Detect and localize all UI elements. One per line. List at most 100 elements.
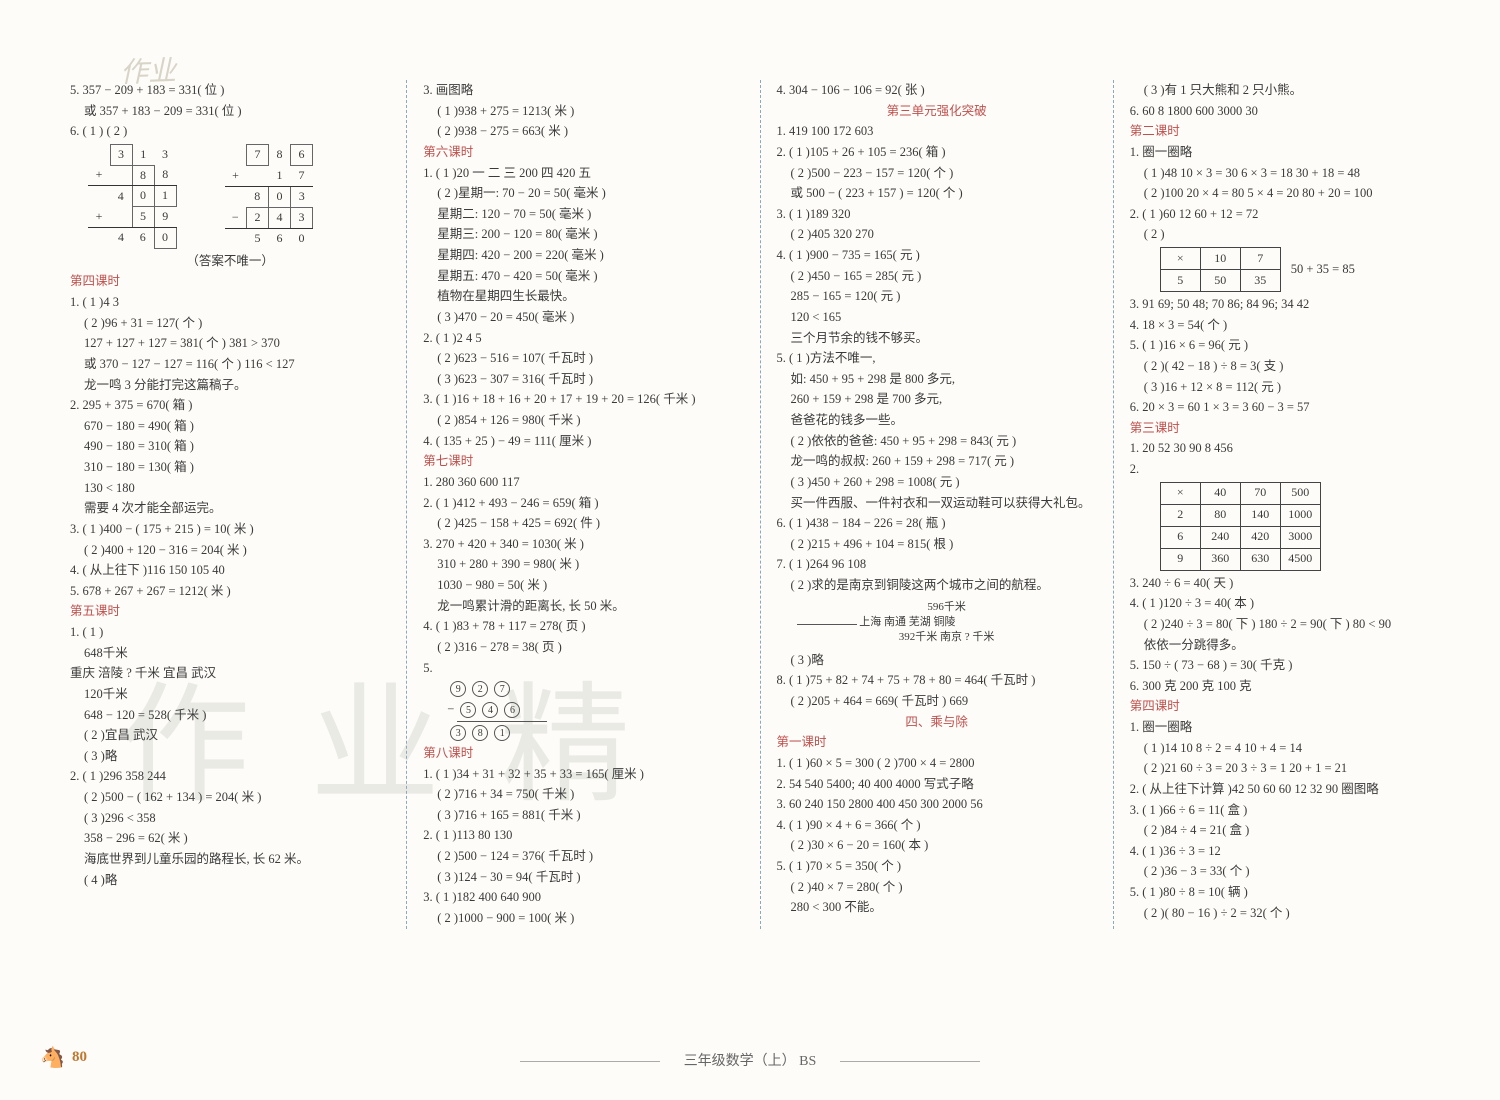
c1-s5-list: 1. ( 1 )648千米重庆 涪陵 ? 千米 宜昌 武汉120千米648 − … (70, 622, 390, 890)
text-line: 如: 450 + 95 + 298 是 800 多元, (777, 369, 1097, 390)
c1-note: （答案不唯一） (70, 251, 390, 272)
text-line: 或 500 − ( 223 + 157 ) = 120( 个 ) (777, 183, 1097, 204)
text-line: 4. ( 1 )120 ÷ 3 = 40( 本 ) (1130, 593, 1450, 614)
text-line: 4. ( 1 )83 + 78 + 117 = 278( 页 ) (423, 616, 743, 637)
text-line: ( 2 )500 − ( 162 + 134 ) = 204( 米 ) (70, 787, 390, 808)
text-line: 5. 150 ÷ ( 73 − 68 ) = 30( 千克 ) (1130, 655, 1450, 676)
text-line: 三个月节余的钱不够买。 (777, 328, 1097, 349)
text-line: ( 2 )100 20 × 4 = 80 5 × 4 = 20 80 + 20 … (1130, 183, 1450, 204)
c1-q5b: 或 357 + 183 − 209 = 331( 位 ) (70, 101, 390, 122)
text-line: 星期三: 200 − 120 = 80( 毫米 ) (423, 224, 743, 245)
text-line: 648 − 120 = 528( 千米 ) (70, 705, 390, 726)
text-line: ( 2 )( 42 − 18 ) ÷ 8 = 3( 支 ) (1130, 356, 1450, 377)
text-line: 1. ( 1 )20 一 二 三 200 四 420 五 (423, 163, 743, 184)
text-line: 3. 270 + 420 + 340 = 1030( 米 ) (423, 534, 743, 555)
text-line: 3. 240 ÷ 6 = 40( 天 ) (1130, 573, 1450, 594)
text-line: 648千米 (70, 643, 390, 664)
text-line: ( 2 )21 60 ÷ 3 = 20 3 ÷ 3 = 1 20 + 1 = 2… (1130, 758, 1450, 779)
column-separator-2 (760, 80, 761, 929)
text-line: ( 2 )30 × 6 − 20 = 160( 本 ) (777, 835, 1097, 856)
text-line: ( 2 )716 + 34 = 750( 千米 ) (423, 784, 743, 805)
text-line: 1. 280 360 600 117 (423, 472, 743, 493)
text-line: ( 2 )500 − 124 = 376( 千瓦时 ) (423, 846, 743, 867)
c3-q4: 4. 304 − 106 − 106 = 92( 张 ) (777, 80, 1097, 101)
text-line: ( 2 )854 + 126 = 980( 千米 ) (423, 410, 743, 431)
text-line: ( 3 )略 (777, 650, 1097, 671)
text-line: ( 3 )124 − 30 = 94( 千瓦时 ) (423, 867, 743, 888)
text-line: ( 1 )48 10 × 3 = 30 6 × 3 = 18 30 + 18 =… (1130, 163, 1450, 184)
text-line: 670 − 180 = 490( 箱 ) (70, 416, 390, 437)
mult-table-3: ×4070500 2801401000 62404203000 93606304… (1160, 482, 1321, 571)
text-line: 120千米 (70, 684, 390, 705)
text-line: 4. ( 从上往下 )116 150 105 40 (70, 560, 390, 581)
text-line: 2. 295 + 375 = 670( 箱 ) (70, 395, 390, 416)
column-2: 3. 画图略( 1 )938 + 275 = 1213( 米 )( 2 )938… (423, 80, 743, 929)
text-line: 6. 60 8 1800 600 3000 30 (1130, 101, 1450, 122)
text-line: 3. ( 1 )189 320 (777, 204, 1097, 225)
text-line: 310 + 280 + 390 = 980( 米 ) (423, 554, 743, 575)
text-line: 星期二: 120 − 70 = 50( 毫米 ) (423, 204, 743, 225)
c3-sec1-title: 第一课时 (777, 732, 1097, 753)
page-footer: 三年级数学（上） BS (0, 1050, 1500, 1070)
text-line: 3. ( 1 )66 ÷ 6 = 11( 盒 ) (1130, 800, 1450, 821)
text-line: ( 4 )略 (70, 870, 390, 891)
c4-sec3-title: 第三课时 (1130, 418, 1450, 439)
text-line: ( 2 )40 × 7 = 280( 个 ) (777, 877, 1097, 898)
section-8-title: 第八课时 (423, 743, 743, 764)
c2-s8: 1. ( 1 )34 + 31 + 32 + 35 + 33 = 165( 厘米… (423, 764, 743, 929)
text-line: 5. ( 1 )方法不唯一, (777, 348, 1097, 369)
column-separator-1 (406, 80, 407, 929)
text-line: 需要 4 次才能全部运完。 (70, 498, 390, 519)
text-line: ( 3 )296 < 358 (70, 808, 390, 829)
text-line: 3. ( 1 )400 − ( 175 + 215 ) = 10( 米 ) (70, 519, 390, 540)
c2-s3: 3. 画图略( 1 )938 + 275 = 1213( 米 )( 2 )938… (423, 80, 743, 142)
text-line: ( 2 )求的是南京到铜陵这两个城市之间的航程。 (777, 575, 1097, 596)
text-line: 3. ( 1 )182 400 640 900 (423, 887, 743, 908)
calc-table-1: 313 +88 401 +59 460 (88, 144, 177, 249)
text-line: 5. 678 + 267 + 267 = 1212( 米 ) (70, 581, 390, 602)
c4-s2a: 1. 圈一圈略( 1 )48 10 × 3 = 30 6 × 3 = 18 30… (1130, 142, 1450, 245)
text-line: ( 2 )星期一: 70 − 20 = 50( 毫米 ) (423, 183, 743, 204)
unit-3-title: 第三单元强化突破 (777, 101, 1097, 122)
text-line: 1. 圈一圈略 (1130, 142, 1450, 163)
text-line: ( 2 )500 − 223 − 157 = 120( 个 ) (777, 163, 1097, 184)
text-line: 127 + 127 + 127 = 381( 个 ) 381 > 370 (70, 333, 390, 354)
route-diagram: 596千米 上海 南通 芜湖 铜陵 392千米 南京 ? 千米 (797, 600, 1097, 646)
text-line: ( 2 )623 − 516 = 107( 千瓦时 ) (423, 348, 743, 369)
c4-top: ( 3 )有 1 只大熊和 2 只小熊。6. 60 8 1800 600 300… (1130, 80, 1450, 121)
text-line: ( 3 )有 1 只大熊和 2 只小熊。 (1130, 80, 1450, 101)
text-line: 2. ( 1 )60 12 60 + 12 = 72 (1130, 204, 1450, 225)
text-line: 3. 画图略 (423, 80, 743, 101)
column-4: ( 3 )有 1 只大熊和 2 只小熊。6. 60 8 1800 600 300… (1130, 80, 1450, 929)
text-line: ( 1 )938 + 275 = 1213( 米 ) (423, 101, 743, 122)
text-line: ( 3 )470 − 20 = 450( 毫米 ) (423, 307, 743, 328)
text-line: 龙一鸣的叔叔: 260 + 159 + 298 = 717( 元 ) (777, 451, 1097, 472)
text-line: 1. ( 1 ) (70, 622, 390, 643)
c4-sec2-title: 第二课时 (1130, 121, 1450, 142)
page-content: 5. 357 − 209 + 183 = 331( 位 ) 或 357 + 18… (0, 0, 1500, 969)
text-line: 1. ( 1 )34 + 31 + 32 + 35 + 33 = 165( 厘米… (423, 764, 743, 785)
text-line: 2. ( 1 )105 + 26 + 105 = 236( 箱 ) (777, 142, 1097, 163)
text-line: ( 3 )16 + 12 × 8 = 112( 元 ) (1130, 377, 1450, 398)
text-line: ( 2 )84 ÷ 4 = 21( 盒 ) (1130, 820, 1450, 841)
text-line: ( 2 )宜昌 武汉 (70, 725, 390, 746)
text-line: 4. ( 1 )36 ÷ 3 = 12 (1130, 841, 1450, 862)
text-line: 龙一鸣累计滑的距离长, 长 50 米。 (423, 596, 743, 617)
text-line: ( 2 )215 + 496 + 104 = 815( 根 ) (777, 534, 1097, 555)
text-line: ( 3 )623 − 307 = 316( 千瓦时 ) (423, 369, 743, 390)
text-line: 280 < 300 不能。 (777, 897, 1097, 918)
text-line: 买一件西服、一件衬衣和一双运动鞋可以获得大礼包。 (777, 493, 1097, 514)
calc-table-2: 786 +17 803 −243 560 (225, 144, 314, 249)
text-line: ( 2 )依依的爸爸: 450 + 95 + 298 = 843( 元 ) (777, 431, 1097, 452)
column-3: 4. 304 − 106 − 106 = 92( 张 ) 第三单元强化突破 1.… (777, 80, 1097, 929)
text-line: 6. 300 克 200 克 100 克 (1130, 676, 1450, 697)
circle-grid: 927 − 546 381 (447, 678, 743, 743)
text-line: ( 1 )14 10 8 ÷ 2 = 4 10 + 4 = 14 (1130, 738, 1450, 759)
text-line: 5. (423, 658, 743, 679)
text-line: 130 < 180 (70, 478, 390, 499)
text-line: ( 2 )316 − 278 = 38( 页 ) (423, 637, 743, 658)
text-line: 重庆 涪陵 ? 千米 宜昌 武汉 (70, 663, 390, 684)
c4-sec4-title: 第四课时 (1130, 696, 1450, 717)
text-line: ( 2 )425 − 158 + 425 = 692( 件 ) (423, 513, 743, 534)
text-line: 3. 91 69; 50 48; 70 86; 84 96; 34 42 (1130, 294, 1450, 315)
